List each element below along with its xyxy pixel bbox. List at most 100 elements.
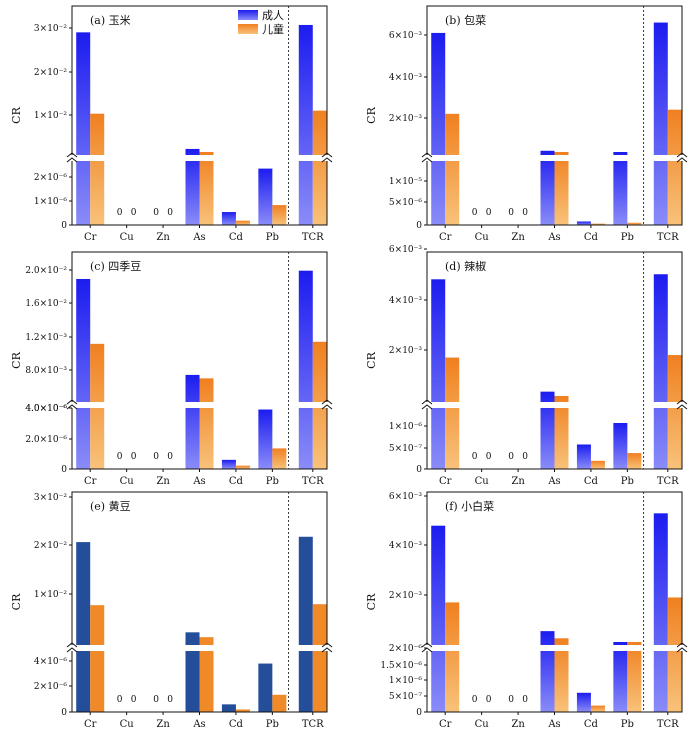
bar-adult [540, 631, 555, 712]
y-tick-label: 1.5×10⁻⁶ [380, 661, 422, 671]
bar-child [590, 460, 605, 469]
bar-child [554, 395, 569, 469]
x-tick-label: Cd [229, 719, 244, 730]
y-tick-label: 4.0×10⁻⁶ [25, 404, 67, 414]
x-tick-label: Cd [229, 476, 244, 487]
axis-break-mark [321, 157, 333, 163]
axis-break-gap [421, 645, 688, 651]
x-tick-label: Pb [621, 476, 634, 487]
bar-child [199, 637, 214, 712]
x-tick-label: TCR [302, 476, 324, 487]
x-tick-label: TCR [657, 232, 679, 243]
axis-frame-upper [71, 251, 328, 402]
x-tick-label: Cr [439, 232, 452, 243]
axis-frame-lower [426, 408, 683, 470]
bar-adult [298, 24, 313, 225]
axis-break-gap [421, 155, 688, 161]
bar-adult [185, 148, 200, 225]
zero-label: 0 [167, 695, 173, 705]
bar-child [235, 465, 250, 469]
y-tick-label: 0 [416, 465, 422, 475]
zero-label: 0 [167, 452, 173, 462]
x-tick-label: Cr [439, 719, 452, 730]
bar-child [312, 604, 327, 712]
zero-label: 0 [131, 208, 137, 218]
zero-label: 0 [167, 208, 173, 218]
zero-label: 0 [153, 695, 159, 705]
y-tick-label: 3×10⁻² [34, 24, 67, 34]
bar-adult [298, 270, 313, 469]
bar-child [667, 355, 682, 469]
zero-label: 0 [117, 452, 123, 462]
x-tick-label: Pb [266, 232, 279, 243]
bar-adult [76, 542, 91, 712]
bar-adult [576, 692, 591, 712]
legend-swatch-adult [238, 10, 258, 20]
panel-title: (e) 黄豆 [90, 499, 131, 513]
x-tick-label: As [192, 232, 205, 243]
bar-adult [431, 32, 446, 225]
axis-break-mark [421, 404, 433, 410]
bar-adult [613, 642, 628, 712]
axis-frame-lower [426, 651, 683, 713]
bar-child [312, 110, 327, 225]
bar-adult [653, 22, 668, 225]
y-tick-label: 0 [416, 708, 422, 718]
zero-label: 0 [472, 695, 478, 705]
zero-label: 0 [153, 452, 159, 462]
bar-child [272, 448, 287, 469]
x-tick-label: Cd [584, 719, 599, 730]
axis-break-gap [421, 402, 688, 408]
axis-break-mark [66, 647, 78, 653]
bar-adult [540, 150, 555, 225]
bar-child [554, 152, 569, 225]
bar-adult [258, 409, 273, 469]
bar-child [627, 642, 642, 712]
y-tick-label: 3×10⁻² [34, 493, 67, 503]
y-tick-label: 6×10⁻³ [389, 245, 422, 255]
bar-adult [258, 663, 273, 712]
y-tick-label: 2×10⁻³ [389, 346, 422, 356]
axis-break-mark [676, 157, 688, 163]
bar-child [667, 597, 682, 712]
panel-title: (a) 玉米 [90, 14, 131, 27]
bar-child [235, 220, 250, 225]
y-axis-label: CR [10, 593, 23, 610]
bar-child [627, 222, 642, 225]
y-tick-label: 2×10⁻⁶ [34, 682, 67, 692]
zero-label: 0 [522, 452, 528, 462]
axis-break-mark [321, 404, 333, 410]
x-tick-label: As [547, 232, 560, 243]
axis-break-gap [66, 645, 333, 651]
x-tick-label: Cu [475, 476, 490, 487]
y-tick-label: 2×10⁻² [34, 541, 67, 551]
y-tick-label: 8.0×10⁻³ [25, 366, 67, 376]
y-axis-label: CR [365, 593, 378, 610]
bar-child [199, 152, 214, 225]
x-tick-label: Cu [120, 232, 135, 243]
axis-break-gap [66, 155, 333, 161]
y-tick-label: 5×10⁻⁷ [389, 444, 422, 454]
axis-frame-upper [426, 251, 683, 402]
panel-title: (d) 辣椒 [445, 259, 486, 273]
x-tick-label: Zn [511, 719, 525, 730]
bar-adult [185, 632, 200, 712]
y-tick-label: 6×10⁻³ [389, 31, 422, 41]
y-tick-label: 2×10⁻⁶ [34, 173, 67, 183]
panel-title: (b) 包菜 [445, 14, 486, 27]
bar-adult [613, 422, 628, 469]
x-tick-label: TCR [302, 719, 324, 730]
y-tick-label: 6×10⁻³ [389, 492, 422, 502]
bar-adult [431, 525, 446, 712]
bar-child [90, 113, 105, 225]
x-tick-label: Cu [120, 476, 135, 487]
y-axis-label: CR [10, 351, 23, 368]
y-tick-label: 4×10⁻⁶ [34, 657, 67, 667]
x-tick-label: Cd [584, 232, 599, 243]
